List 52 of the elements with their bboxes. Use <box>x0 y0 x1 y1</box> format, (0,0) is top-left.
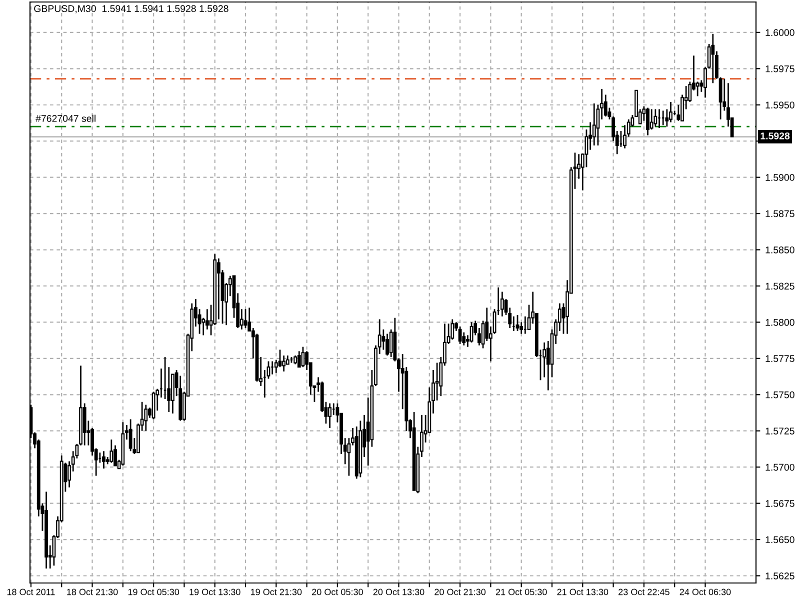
x-tick-label: 19 Oct 05:30 <box>128 588 180 596</box>
y-tick-label: 1.5775 <box>766 355 794 362</box>
candlestick <box>542 342 546 378</box>
y-tick-label: 1.5800 <box>766 318 794 326</box>
x-tick-label: 20 Oct 13:30 <box>373 588 424 596</box>
y-tick-label: 1.5850 <box>766 246 794 254</box>
ref-line-label: #7627047 sell <box>36 114 96 122</box>
candlestick <box>654 108 658 128</box>
x-tick-label: 21 Oct 13:30 <box>557 588 608 596</box>
candlestick <box>669 101 672 123</box>
candlestick <box>450 318 454 340</box>
candlestick <box>386 333 389 356</box>
x-tick-label: 20 Oct 05:30 <box>312 588 363 596</box>
y-tick-label: 1.5750 <box>766 391 794 398</box>
y-tick-label: 1.5625 <box>766 572 794 580</box>
candlestick <box>711 33 715 84</box>
candlestick <box>696 80 700 97</box>
candlestick <box>144 404 148 432</box>
y-tick-label: 1.5725 <box>766 428 794 434</box>
y-tick-label: 1.5900 <box>766 174 794 181</box>
ref-line-label: 1.5928 <box>760 132 790 140</box>
y-tick-label: 1.5700 <box>766 464 794 471</box>
x-tick-label: 21 Oct 05:30 <box>496 588 547 596</box>
x-tick-label: 18 Oct 21:30 <box>67 588 118 596</box>
x-tick-label: 19 Oct 21:30 <box>250 588 302 596</box>
y-tick-label: 1.5875 <box>766 210 794 218</box>
y-tick-label: 1.5650 <box>766 536 794 544</box>
candlestick <box>650 108 654 130</box>
y-tick-label: 1.6000 <box>766 29 794 36</box>
x-tick-label: 23 Oct 22:45 <box>618 588 670 596</box>
x-tick-label: 19 Oct 13:30 <box>190 588 240 596</box>
candlestick <box>216 258 220 320</box>
y-tick-label: 1.5975 <box>766 65 794 72</box>
y-tick-label: 1.5950 <box>766 102 794 108</box>
x-tick-label: 24 Oct 06:30 <box>680 588 731 596</box>
candlestick <box>102 450 106 470</box>
y-tick-label: 1.5825 <box>766 282 794 290</box>
candlestick <box>500 291 504 318</box>
candlestick <box>282 354 286 372</box>
candlestick <box>110 438 114 464</box>
y-tick-label: 1.5675 <box>766 500 794 507</box>
candlestick <box>592 102 596 146</box>
candlestick <box>389 328 393 358</box>
candlestick <box>328 402 332 429</box>
candlestick <box>128 418 132 452</box>
x-tick-label: 18 Oct 2011 <box>7 588 55 596</box>
chart-title: GBPUSD,M30 1.5941 1.5941 1.5928 1.5928 <box>34 5 228 14</box>
candlestick <box>244 308 248 329</box>
candlestick <box>297 350 301 368</box>
candlestick <box>646 107 650 136</box>
candlestick <box>516 314 520 332</box>
x-tick-label: 20 Oct 21:30 <box>434 588 486 596</box>
